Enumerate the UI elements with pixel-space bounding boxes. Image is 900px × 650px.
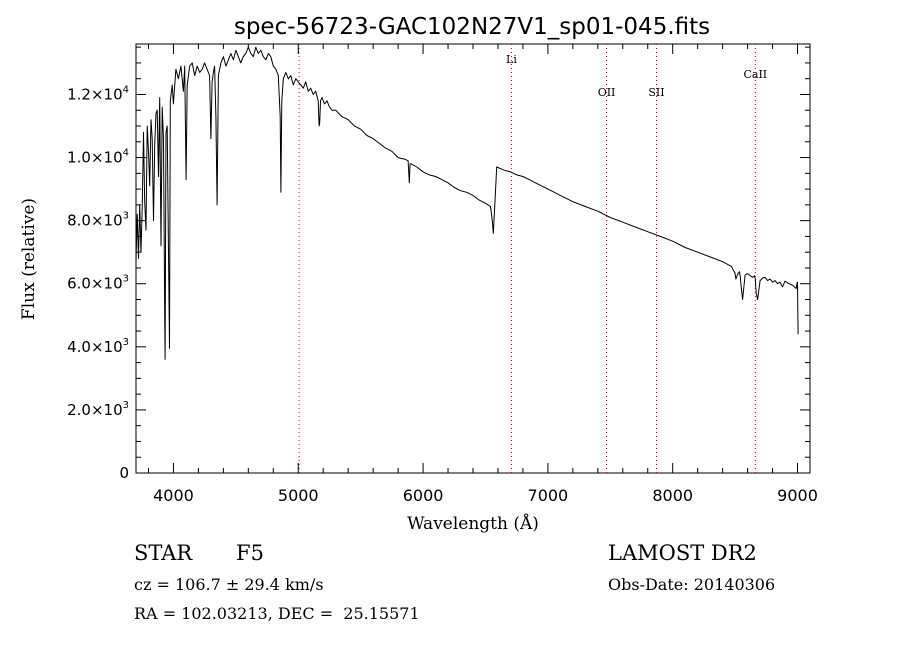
x-tick-label: 8000	[652, 486, 693, 505]
marker-label: OII	[598, 86, 616, 99]
x-tick-label: 4000	[153, 486, 194, 505]
x-tick-label: 6000	[403, 486, 444, 505]
redshift-velocity: cz = 106.7 ± 29.4 km/s	[134, 575, 324, 594]
spectrum-line	[135, 46, 799, 360]
survey-name: LAMOST DR2	[608, 541, 757, 565]
marker-label: SII	[648, 86, 664, 99]
y-tick-label: 1.2×104	[67, 84, 129, 103]
x-tick-label: 5000	[278, 486, 319, 505]
y-tick-label: 2.0×103	[67, 400, 129, 419]
marker-label: Li	[506, 53, 517, 66]
y-tick-label: 8.0×103	[67, 211, 129, 230]
object-type: STAR	[134, 541, 193, 565]
line-markers	[298, 44, 756, 473]
x-tick-label: 9000	[777, 486, 818, 505]
y-tick-label: 4.0×103	[67, 337, 129, 356]
y-tick-label: 6.0×103	[67, 274, 129, 293]
spectral-subclass: F5	[236, 541, 264, 565]
plot-frame	[135, 43, 811, 474]
y-tick-label: 0	[119, 464, 129, 482]
sky-coordinates: RA = 102.03213, DEC = 25.15571	[134, 604, 420, 623]
chart-title: spec-56723-GAC102N27V1_sp01-045.fits	[234, 14, 710, 40]
observation-date: Obs-Date: 20140306	[608, 575, 776, 594]
spectrum-chart: spec-56723-GAC102N27V1_sp01-045.fits Li O…	[19, 14, 818, 534]
series-layer	[135, 46, 799, 360]
axis-ticks	[136, 44, 810, 474]
x-axis-label: Wavelength (Å)	[407, 513, 539, 534]
x-tick-label: 7000	[528, 486, 569, 505]
y-tick-label: 1.0×104	[67, 148, 129, 167]
marker-label: CaII	[743, 68, 767, 81]
y-axis-label: Flux (relative)	[19, 198, 39, 320]
tick-labels: Li OII SII CaII 4000 5000 6000 7000 8000 9000 0 2.0…	[67, 53, 818, 505]
